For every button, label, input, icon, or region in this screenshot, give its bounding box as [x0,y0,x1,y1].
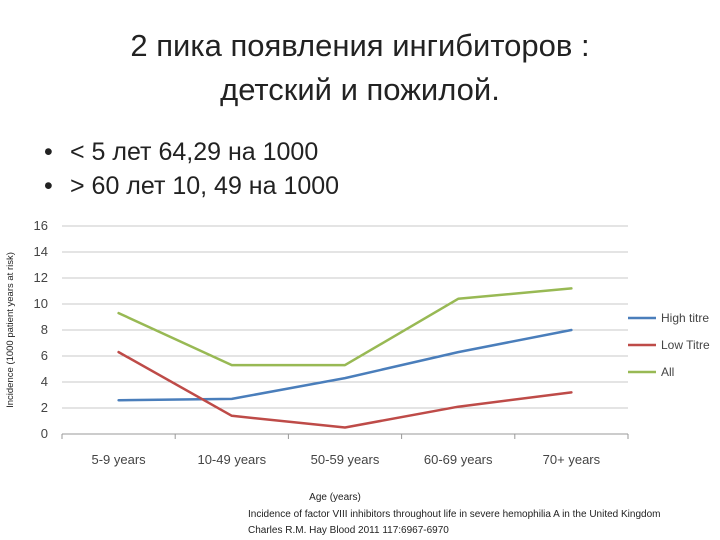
line-chart: 0 2 4 6 8 10 12 14 16 5-9 years 10-49 years 50-59 y… [5,218,710,503]
bullet-item: > 60 лет 10, 49 на 1000 [44,169,339,203]
series-line-low-titre [117,350,573,429]
x-tick-label: 10-49 years [197,452,266,467]
legend-label: High titre [661,311,709,325]
y-tick-label: 16 [34,218,48,233]
x-axis-label: Age (years) [309,492,361,503]
y-axis-label: Incidence (1000 patient years at risk) [5,252,16,408]
y-tick-label: 4 [41,374,48,389]
legend-label: All [661,365,674,379]
title-line-2: детский и пожилой. [220,72,500,107]
y-tick-label: 2 [41,400,48,415]
y-tick-label: 6 [41,348,48,363]
x-tick-label: 5-9 years [91,452,146,467]
bullet-item: < 5 лет 64,29 на 1000 [44,135,339,169]
caption-line-1: Incidence of factor VIII inhibitors thro… [248,509,661,520]
slide-title: 2 пика появления ингибиторов : детский и… [40,24,680,112]
caption-line-2: Charles R.M. Hay Blood 2011 117:6967-697… [248,525,449,536]
series-line-high-titre [117,328,573,402]
x-tick-label: 70+ years [543,452,601,467]
legend-label: Low Titre [661,338,710,352]
title-line-1: 2 пика появления ингибиторов : [130,28,590,63]
y-tick-label: 14 [34,244,48,259]
y-tick-label: 0 [41,426,48,441]
bullet-list: < 5 лет 64,29 на 1000 > 60 лет 10, 49 на… [44,135,339,203]
series-line-all [117,287,573,367]
x-tick-label: 60-69 years [424,452,493,467]
y-tick-label: 8 [41,322,48,337]
y-tick-label: 10 [34,296,48,311]
x-tick-label: 50-59 years [311,452,380,467]
y-tick-label: 12 [34,270,48,285]
source-caption: Incidence of factor VIII inhibitors thro… [248,507,660,539]
